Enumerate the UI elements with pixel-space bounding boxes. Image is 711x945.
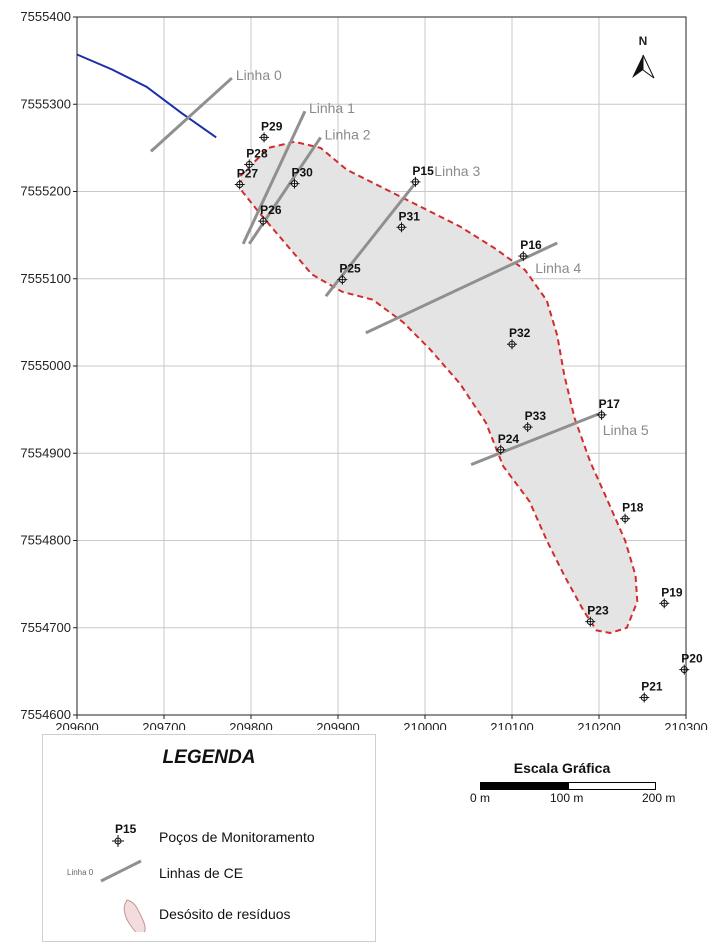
well-marker: P20 <box>679 652 703 675</box>
svg-text:Linha 0: Linha 0 <box>67 868 94 877</box>
x-tick-label: 209900 <box>316 720 359 730</box>
well-label: P33 <box>525 409 547 423</box>
well-marker: P18 <box>620 501 644 524</box>
legend-wells-text: Poços de Monitoramento <box>159 829 315 845</box>
scale-bar: Escala Gráfica 0 m 100 m 200 m <box>462 760 702 820</box>
y-tick-label: 7554700 <box>20 620 71 635</box>
well-label: P29 <box>261 119 283 133</box>
waste-deposit-outline <box>239 140 639 635</box>
ce-line-label: Linha 4 <box>535 260 581 276</box>
well-marker: P31 <box>396 209 421 233</box>
ce-line-label: Linha 2 <box>325 126 371 142</box>
y-tick-label: 7554600 <box>20 707 71 722</box>
well-symbol-icon: P15 <box>112 822 137 847</box>
scale-label-200: 200 m <box>642 791 676 805</box>
well-label: P19 <box>661 585 683 599</box>
x-tick-label: 210100 <box>490 720 533 730</box>
north-label: N <box>639 34 648 48</box>
x-tick-label: 209700 <box>142 720 185 730</box>
well-marker: P28 <box>244 146 268 170</box>
ce-line-label: Linha 3 <box>434 163 480 179</box>
scale-label-0: 0 m <box>470 791 491 805</box>
ce-lines: Linha 0 Linha 1 Linha 2 Linha 3 Linha 4 Linha… <box>149 67 649 466</box>
svg-text:P15: P15 <box>115 822 137 836</box>
x-tick-label: 210200 <box>577 720 620 730</box>
map-frame: 209600 209700 209800 209900 210000 210100 2102… <box>20 9 707 730</box>
well-marker: P15 <box>410 164 434 187</box>
x-tick-label: 210300 <box>664 720 707 730</box>
waste-deposit-icon <box>123 899 146 932</box>
well-marker: P19 <box>659 585 683 609</box>
scale-label-100: 100 m <box>550 791 584 805</box>
well-label: P16 <box>520 238 542 252</box>
well-marker: P30 <box>289 166 314 189</box>
monitoring-wells: P29 P28 P27 P30 P26 P15 P31 P25 P16 P32 P33 P17 P24 P… <box>234 119 703 703</box>
legend-row-deposit: Desósito de resíduos <box>43 898 375 932</box>
well-label: P25 <box>339 262 361 276</box>
y-tick-label: 7555200 <box>20 184 71 199</box>
legend-title: LEGENDA <box>162 747 256 768</box>
ce-line-1: Linha 1 <box>241 100 355 245</box>
well-marker: P33 <box>522 409 547 433</box>
well-marker: P25 <box>337 262 361 285</box>
well-label: P18 <box>622 501 644 515</box>
x-tick-label: 210000 <box>403 720 446 730</box>
well-label: P24 <box>498 432 520 446</box>
x-tick-label: 209800 <box>229 720 272 730</box>
ce-line-5: Linha 5 <box>470 411 649 466</box>
ce-line-0: Linha 0 <box>149 67 282 153</box>
river-path <box>76 53 217 139</box>
waste-deposit-area <box>239 140 639 635</box>
y-tick-label: 7554800 <box>20 533 71 548</box>
well-label: P17 <box>599 397 621 411</box>
y-tick-label: 7555300 <box>20 96 71 111</box>
well-marker: P27 <box>234 167 259 190</box>
y-tick-label: 7554900 <box>20 445 71 460</box>
well-label: P30 <box>292 166 314 180</box>
well-marker: P21 <box>639 680 663 703</box>
well-label: P27 <box>237 167 259 181</box>
ce-line-2: Linha 2 <box>248 126 371 245</box>
well-label: P28 <box>246 146 268 160</box>
scale-segment-white <box>568 782 656 790</box>
ce-line-symbol-icon: Linha 0 <box>67 859 142 883</box>
well-marker: P26 <box>258 203 282 227</box>
legend-deposit-text: Desósito de resíduos <box>159 906 291 922</box>
well-marker: P23 <box>585 604 609 627</box>
y-tick-label: 7555100 <box>20 271 71 286</box>
map-figure: Linha 0 Linha 1 Linha 2 Linha 3 Linha 4 Linha… <box>20 9 707 730</box>
legend-lines-text: Linhas de CE <box>159 865 244 881</box>
well-marker: P32 <box>507 326 531 350</box>
ce-line-label: Linha 1 <box>309 100 355 116</box>
well-label: P32 <box>509 326 531 340</box>
y-tick-label: 7555400 <box>20 9 71 24</box>
well-marker: P17 <box>596 397 621 420</box>
well-label: P31 <box>399 209 421 223</box>
well-label: P26 <box>260 203 282 217</box>
well-label: P15 <box>412 164 434 178</box>
river-line <box>76 53 217 139</box>
well-label: P23 <box>587 604 609 618</box>
y-tick-label: 7555000 <box>20 358 71 373</box>
well-marker: P24 <box>495 432 520 455</box>
north-arrow-icon: N <box>632 34 655 79</box>
x-tick-label: 209600 <box>55 720 98 730</box>
well-label: P20 <box>681 652 703 666</box>
legend-box: LEGENDA P15 Poços de Monitoramento Linha… <box>42 734 376 942</box>
scale-segment-black <box>480 782 568 790</box>
well-marker: P29 <box>259 119 283 143</box>
legend-row-wells: P15 Poços de Monitoramento <box>43 821 375 855</box>
well-label: P21 <box>641 680 663 694</box>
legend-row-lines: Linha 0 Linhas de CE <box>43 857 375 891</box>
scale-title: Escala Gráfica <box>513 760 611 776</box>
ce-line-label: Linha 5 <box>603 422 649 438</box>
well-marker: P16 <box>518 238 542 262</box>
ce-line-label: Linha 0 <box>236 67 282 83</box>
